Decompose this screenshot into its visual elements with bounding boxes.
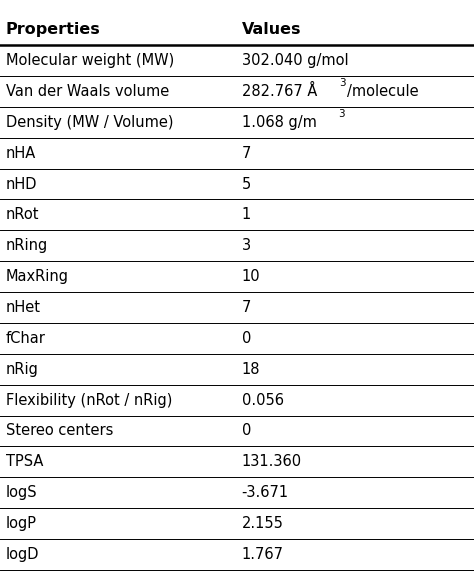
Text: 7: 7 [242,300,251,315]
Text: 0: 0 [242,424,251,439]
Text: 3: 3 [339,78,346,88]
Text: nHD: nHD [6,176,37,191]
Text: Flexibility (nRot / nRig): Flexibility (nRot / nRig) [6,393,172,408]
Text: 131.360: 131.360 [242,455,302,469]
Text: 0.056: 0.056 [242,393,284,408]
Text: nRot: nRot [6,207,39,222]
Text: Values: Values [242,22,301,37]
Text: logS: logS [6,485,37,500]
Text: nRing: nRing [6,238,48,254]
Text: 3: 3 [242,238,251,254]
Text: 3: 3 [338,108,345,119]
Text: 282.767 Å: 282.767 Å [242,84,317,99]
Text: 302.040 g/mol: 302.040 g/mol [242,53,348,68]
Text: MaxRing: MaxRing [6,269,69,284]
Text: nHA: nHA [6,146,36,160]
Text: Molecular weight (MW): Molecular weight (MW) [6,53,174,68]
Text: Density (MW / Volume): Density (MW / Volume) [6,115,173,130]
Text: 0: 0 [242,331,251,346]
Text: 1: 1 [242,207,251,222]
Text: logD: logD [6,547,39,562]
Text: Van der Waals volume: Van der Waals volume [6,84,169,99]
Text: 1.767: 1.767 [242,547,284,562]
Text: Stereo centers: Stereo centers [6,424,113,439]
Text: 1.068 g/m: 1.068 g/m [242,115,317,130]
Text: fChar: fChar [6,331,46,346]
Text: nRig: nRig [6,362,38,377]
Text: /molecule: /molecule [347,84,419,99]
Text: -3.671: -3.671 [242,485,289,500]
Text: 18: 18 [242,362,260,377]
Text: 10: 10 [242,269,260,284]
Text: logP: logP [6,516,36,531]
Text: 2.155: 2.155 [242,516,283,531]
Text: nHet: nHet [6,300,41,315]
Text: 5: 5 [242,176,251,191]
Text: TPSA: TPSA [6,455,43,469]
Text: Properties: Properties [6,22,100,37]
Text: 7: 7 [242,146,251,160]
